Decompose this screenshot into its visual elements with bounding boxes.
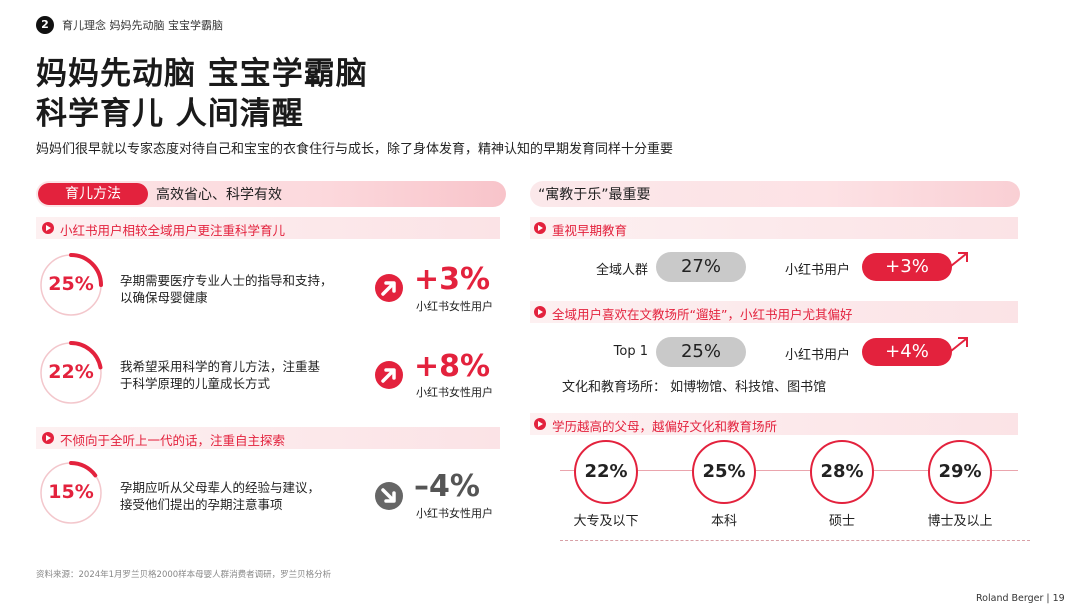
right-section1-bar xyxy=(530,217,1018,239)
growth-arrow-icon xyxy=(945,337,968,356)
stat1-desc-line2: 以确保母婴健康 xyxy=(120,290,208,305)
trend-down-icon xyxy=(375,482,403,510)
right-header-bar xyxy=(530,181,1020,207)
education-label-4: 博士及以上 xyxy=(927,514,993,529)
stat3-value: 15% xyxy=(48,481,94,503)
play-arrow-icon xyxy=(534,222,546,234)
brand-page-number: Roland Berger | 19 xyxy=(976,593,1065,604)
growth-arrow-icon xyxy=(945,252,968,271)
left-section1-bar xyxy=(36,217,500,239)
stat3-desc-line2: 接受他们提出的孕期注意事项 xyxy=(120,497,283,512)
play-arrow-icon xyxy=(534,418,546,430)
divider xyxy=(560,540,1030,541)
education-label-3: 硕士 xyxy=(828,514,855,529)
stat1-delta-caption: 小红书女性用户 xyxy=(416,300,493,313)
breadcrumb: 育儿理念 妈妈先动脑 宝宝学霸脑 xyxy=(62,19,223,32)
stat1-value: 25% xyxy=(48,273,94,295)
stat1-delta: +3% xyxy=(414,262,491,297)
row1-xhs-label: 小红书用户 xyxy=(784,263,850,278)
education-value-2: 25% xyxy=(692,440,756,504)
row1-label: 全域人群 xyxy=(595,263,648,278)
education-timeline xyxy=(560,470,1018,471)
stat1-desc-line1: 孕期需要医疗专业人士的指导和支持， xyxy=(120,273,333,288)
play-arrow-icon xyxy=(42,222,54,234)
play-arrow-icon xyxy=(42,432,54,444)
row1-delta-pill: +3% xyxy=(862,253,952,281)
stat2-delta: +8% xyxy=(414,349,491,384)
left-section2-bar xyxy=(36,427,500,449)
stat1-ring xyxy=(40,253,103,316)
parenting-method-pill: 育儿方法 xyxy=(38,183,148,205)
chapter-number-badge: 2 xyxy=(36,16,54,34)
page-subtitle: 妈妈们很早就以专家态度对待自己和宝宝的衣食住行与成长，除了身体发育，精神认知的早… xyxy=(36,142,674,157)
stat3-desc-line1: 孕期应听从父母辈人的经验与建议， xyxy=(120,480,321,495)
stat3-delta-caption: 小红书女性用户 xyxy=(416,507,493,520)
right-section2-title: 全域用户喜欢在文教场所“遛娃”，小红书用户尤其偏好 xyxy=(552,307,853,322)
education-label-1: 大专及以下 xyxy=(573,514,639,529)
left-section2-title: 不倾向于全听上一代的话，注重自主探索 xyxy=(60,433,286,448)
stat3-ring xyxy=(40,461,102,524)
page-title-line1: 妈妈先动脑 宝宝学霸脑 xyxy=(36,56,368,92)
education-value-1: 22% xyxy=(574,440,638,504)
row2-delta-pill: +4% xyxy=(862,338,952,366)
education-label-2: 本科 xyxy=(710,514,737,529)
stat2-desc-line2: 于科学原理的儿童成长方式 xyxy=(120,376,271,391)
trend-up-icon xyxy=(375,274,403,302)
page-title-line2: 科学育儿 人间清醒 xyxy=(36,96,304,132)
right-section3-title: 学历越高的父母，越偏好文化和教育场所 xyxy=(552,419,778,434)
left-header-text: 高效省心、科学有效 xyxy=(156,187,282,203)
row2-xhs-label: 小红书用户 xyxy=(784,348,850,363)
right-section3-bar xyxy=(530,413,1018,435)
right-section1-title: 重视早期教育 xyxy=(552,223,628,238)
stat2-value: 22% xyxy=(48,361,94,383)
stat2-ring xyxy=(40,341,103,404)
right-section2-bar xyxy=(530,301,1018,323)
source-note: 资料来源：2024年1月罗兰贝格2000样本母婴人群消费者调研，罗兰贝格分析 xyxy=(36,570,332,580)
right-header-text: “寓教于乐”最重要 xyxy=(538,187,651,203)
education-value-4: 29% xyxy=(928,440,992,504)
row2-label: Top 1 xyxy=(613,344,648,359)
education-value-3: 28% xyxy=(810,440,874,504)
stat3-delta: –4% xyxy=(414,469,480,504)
trend-up-icon xyxy=(375,361,403,389)
play-arrow-icon xyxy=(534,306,546,318)
row1-value-pill: 27% xyxy=(656,252,746,282)
left-section1-title: 小红书用户相较全域用户更注重科学育儿 xyxy=(60,223,286,238)
stat2-desc-line1: 我希望采用科学的育儿方法，注重基 xyxy=(120,359,321,374)
row2-value-pill: 25% xyxy=(656,337,746,367)
venues-text: 文化和教育场所： 如博物馆、科技馆、图书馆 xyxy=(562,380,827,395)
stat2-delta-caption: 小红书女性用户 xyxy=(416,386,493,399)
